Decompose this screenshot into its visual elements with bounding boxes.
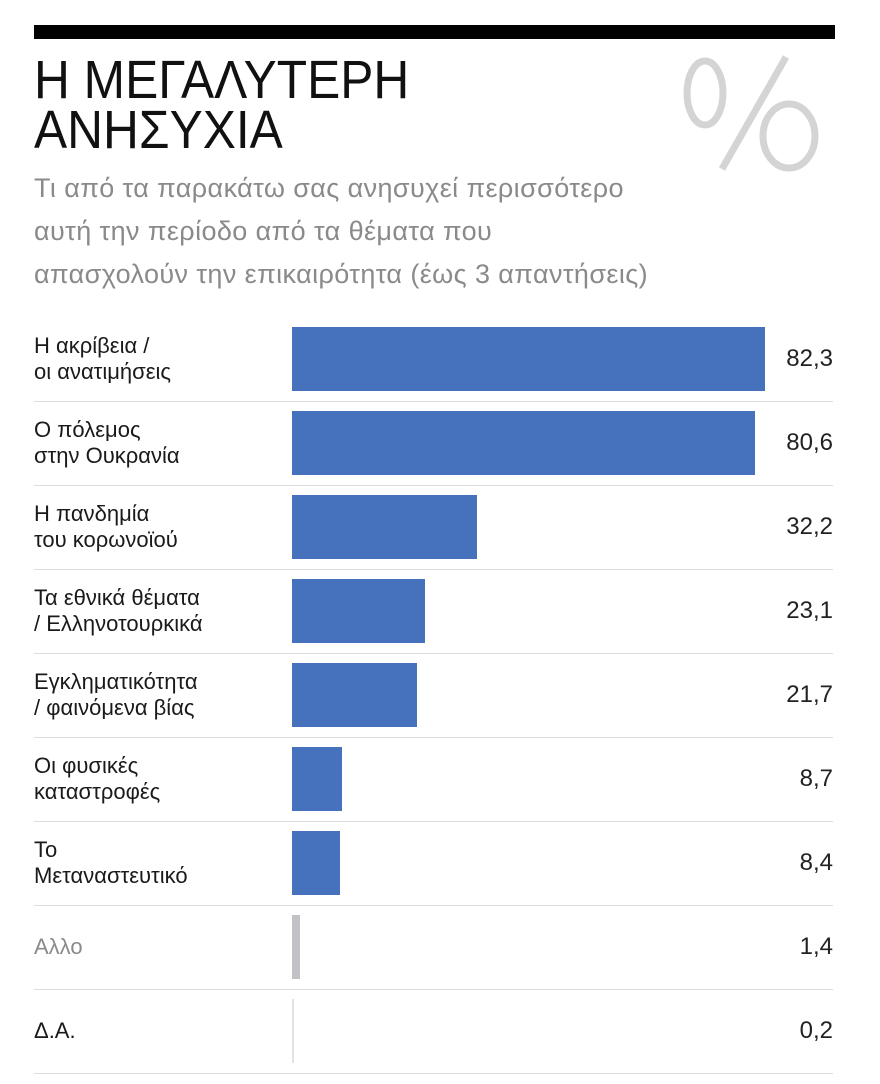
subtitle-line-1: Τι από τα παρακάτω σας ανησυχεί περισσότ… [34,173,624,203]
row-label: Τα εθνικά θέματα / Ελληνοτουρκικά [34,579,284,643]
chart-row: Δ.Α. 0,2 [34,990,833,1074]
chart-row: Οι φυσικές καταστροφές 8,7 [34,738,833,822]
value-label: 8,4 [799,849,833,876]
label-line-2: καταστροφές [34,779,161,804]
bar-chart: Η ακρίβεια / οι ανατιμήσεις 82,3 Ο πόλεμ… [34,318,833,1074]
value-label: 32,2 [786,513,833,540]
chart-row: Ο πόλεμος στην Ουκρανία 80,6 [34,402,833,486]
label-line-2: Μεταναστευτικό [34,863,188,888]
subtitle-line-2: αυτή την περίοδο από τα θέματα που [34,216,493,246]
chart-row: Η πανδημία του κορωνοϊού 32,2 [34,486,833,570]
value-label: 82,3 [786,345,833,372]
subtitle-line-3: απασχολούν την επικαιρότητα (έως 3 απαντ… [34,259,649,289]
value-label: 1,4 [799,933,833,960]
row-label: Η ακρίβεια / οι ανατιμήσεις [34,327,284,391]
value-label: 8,7 [799,765,833,792]
row-label: Αλλο [34,915,284,979]
bar [292,663,417,727]
bar [292,327,766,391]
row-label: Δ.Α. [34,999,284,1063]
label-line-1: Εγκληματικότητα [34,669,198,694]
percent-icon [683,55,819,172]
bar [292,495,478,559]
chart-title: Η ΜΕΓΑΛΥΤΕΡΗ ΑΝΗΣΥΧΙΑ [34,50,410,160]
title-line-2: ΑΝΗΣΥΧΙΑ [34,100,283,160]
label-line-1: Οι φυσικές [34,753,139,778]
bar [292,747,343,811]
top-rule [34,25,835,39]
bar [292,831,341,895]
row-label: Ο πόλεμος στην Ουκρανία [34,411,284,475]
value-label: 80,6 [786,429,833,456]
bar [292,579,425,643]
chart-subtitle: Τι από τα παρακάτω σας ανησυχεί περισσότ… [34,167,648,296]
value-label: 21,7 [786,681,833,708]
label-line-1: Η πανδημία [34,501,150,526]
chart-row: Το Μεταναστευτικό 8,4 [34,822,833,906]
row-label: Το Μεταναστευτικό [34,831,284,895]
bar [292,411,756,475]
row-label: Η πανδημία του κορωνοϊού [34,495,284,559]
value-label: 0,2 [799,1017,833,1044]
label-line-1: Η ακρίβεια / [34,333,150,358]
chart-row: Αλλο 1,4 [34,906,833,990]
title-line-1: Η ΜΕΓΑΛΥΤΕΡΗ [34,50,410,110]
label-line-1: Αλλο [34,934,83,959]
value-label: 23,1 [786,597,833,624]
row-label: Εγκληματικότητα / φαινόμενα βίας [34,663,284,727]
bar [292,915,301,979]
bar [292,999,294,1063]
chart-row: Η ακρίβεια / οι ανατιμήσεις 82,3 [34,318,833,402]
row-label: Οι φυσικές καταστροφές [34,747,284,811]
label-line-1: Ο πόλεμος [34,417,141,442]
label-line-2: του κορωνοϊού [34,527,178,552]
label-line-1: Τα εθνικά θέματα [34,585,200,610]
label-line-1: Το [34,837,58,862]
chart-row: Εγκληματικότητα / φαινόμενα βίας 21,7 [34,654,833,738]
label-line-1: Δ.Α. [34,1018,76,1043]
label-line-2: / φαινόμενα βίας [34,695,195,720]
label-line-2: στην Ουκρανία [34,443,180,468]
chart-row: Τα εθνικά θέματα / Ελληνοτουρκικά 23,1 [34,570,833,654]
label-line-2: οι ανατιμήσεις [34,359,172,384]
label-line-2: / Ελληνοτουρκικά [34,611,203,636]
